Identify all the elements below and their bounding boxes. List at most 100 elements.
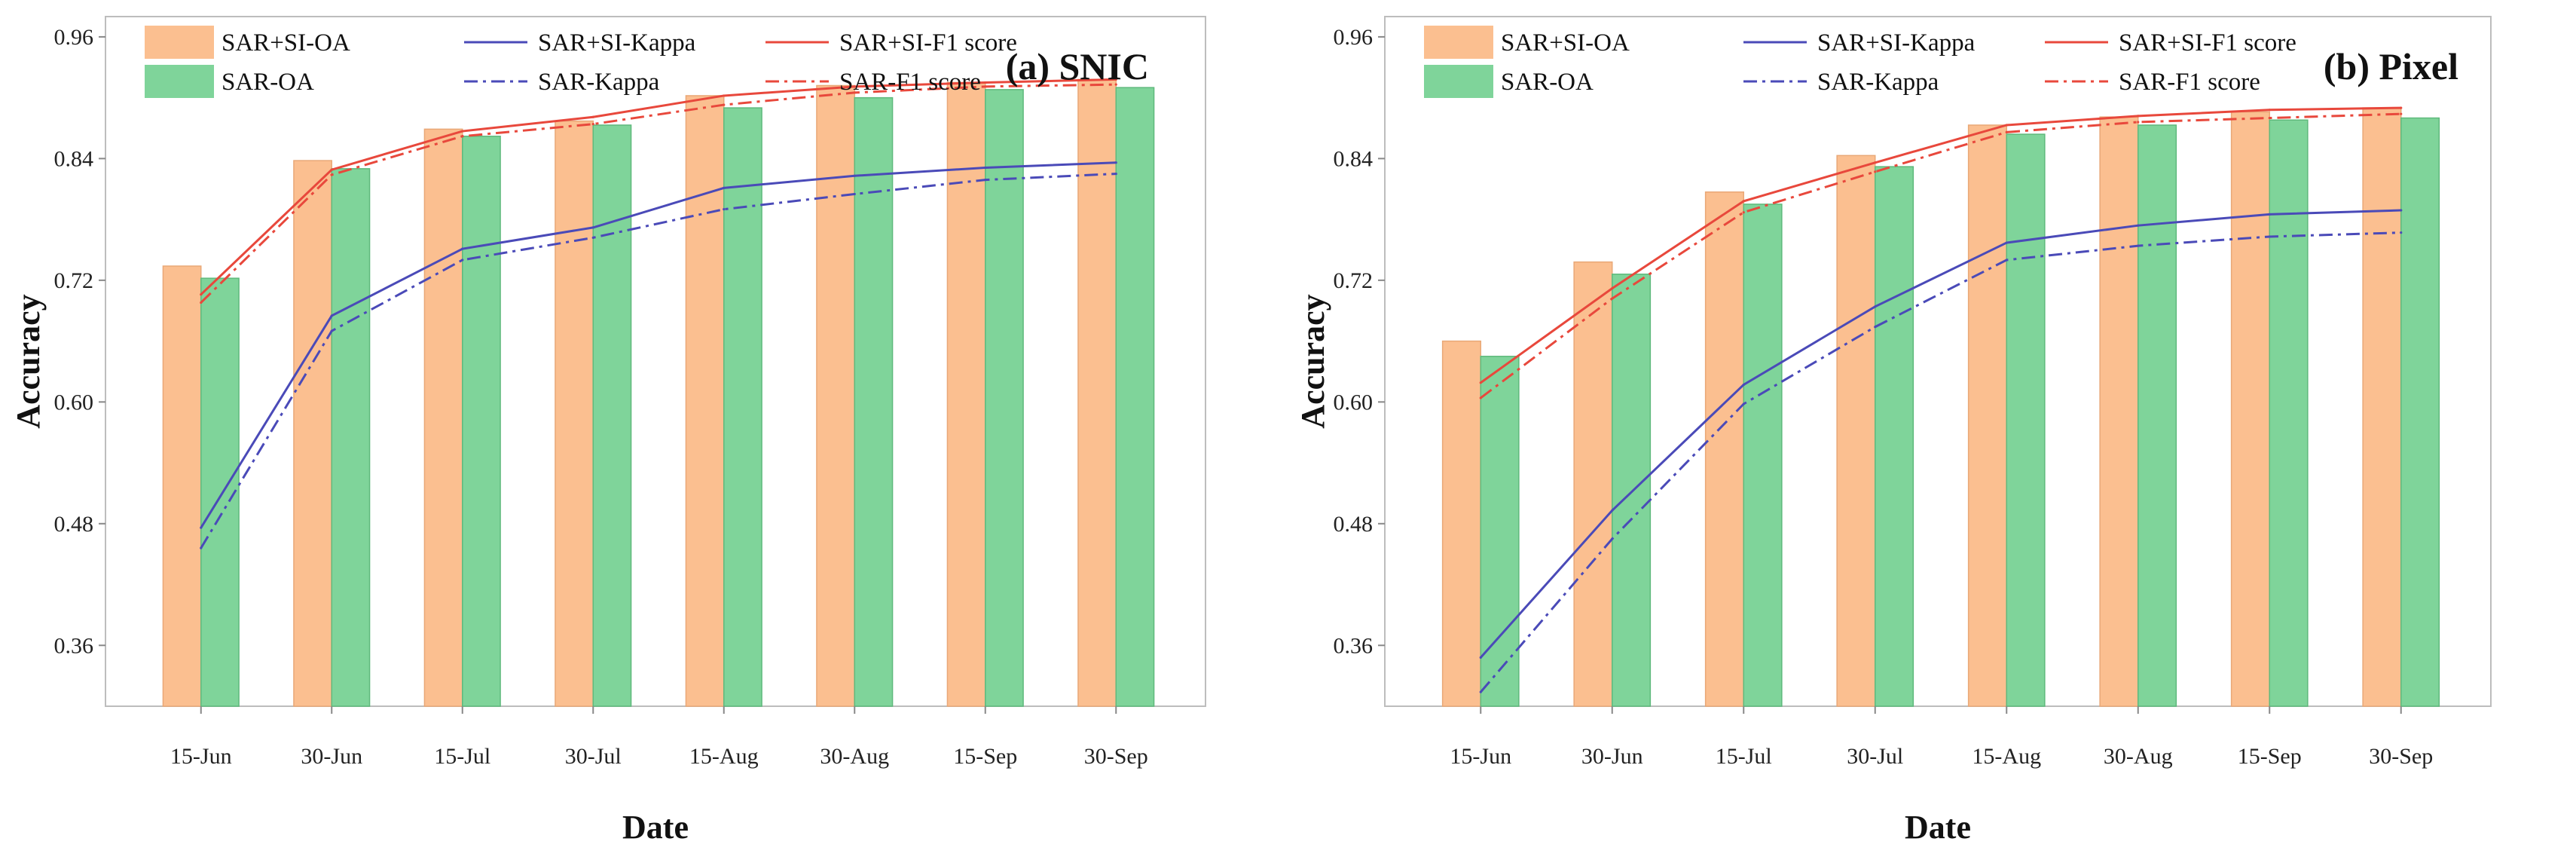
line-sar-si-kappa [200, 161, 1117, 528]
point-sar-kappa-15-jul [1742, 402, 1745, 405]
chart-panel-snic: 0.36 0.48 0.60 0.72 0.84 0.96 15-Jun 30-Jun 15-J… [0, 0, 1288, 859]
bar-sar-si-oa-15-aug [685, 95, 725, 707]
point-sar-f1-score-15-aug [723, 103, 726, 106]
x-tick-label: 30-Aug [820, 744, 889, 769]
point-sar-f1-score-30-jul [1874, 170, 1877, 173]
point-sar-si-f1-score-30-jul [1874, 161, 1877, 164]
line-sar-f1-score [1480, 112, 2401, 399]
x-tick-label: 15-Jul [1716, 744, 1772, 769]
bar-sar-si-oa-15-sep [2230, 111, 2271, 707]
point-sar-kappa-15-aug [2005, 259, 2008, 262]
y-axis-title: Accuracy [10, 294, 47, 428]
y-tick-label: 0.72 [1334, 268, 1374, 293]
x-tick-label: 30-Jun [301, 744, 362, 769]
x-tick-label: 30-Sep [2369, 744, 2433, 769]
point-sar-kappa-30-jun [1611, 537, 1614, 540]
point-sar-kappa-30-sep [2400, 231, 2403, 234]
bar-sar-oa-30-aug [2137, 124, 2177, 707]
bar-sar-oa-15-sep [985, 89, 1024, 707]
bar-sar-si-oa-15-jul [423, 128, 463, 707]
point-sar-f1-score-30-aug [853, 91, 856, 94]
point-sar-f1-score-30-sep [2400, 112, 2403, 115]
y-tick-label: 0.72 [54, 268, 94, 293]
legend-label-sar-f1-score: SAR-F1 score [839, 69, 981, 96]
panel-title: (a) SNIC [1006, 45, 1149, 87]
x-tick-label: 15-Jul [434, 744, 490, 769]
point-sar-si-f1-score-15-jun [200, 293, 203, 296]
bar-sar-oa-15-jun [1480, 356, 1520, 707]
x-tick-label: 15-Sep [2238, 744, 2302, 769]
legend-label-sar-oa: SAR-OA [1501, 69, 1594, 96]
bar-sar-oa-30-aug [854, 96, 894, 707]
bar-sar-oa-30-sep [1115, 87, 1155, 707]
bar-sar-si-oa-30-jun [1573, 261, 1613, 707]
point-sar-kappa-15-jun [200, 546, 203, 549]
point-sar-kappa-15-sep [984, 179, 987, 182]
point-sar-si-kappa-30-sep [1114, 161, 1117, 164]
point-sar-si-f1-score-30-jun [1611, 287, 1614, 290]
bar-sar-oa-30-jul [1875, 166, 1914, 707]
legend-label-sar-si-kappa: SAR+SI-Kappa [1817, 29, 1976, 57]
bar-sar-si-oa-15-jun [162, 265, 202, 707]
chart-pixel-svg: 0.36 0.48 0.60 0.72 0.84 0.96 15-Jun 30-Jun 15-J… [1294, 16, 2492, 846]
bar-sar-oa-15-jul [1743, 204, 1783, 707]
point-sar-si-f1-score-15-sep [2268, 109, 2271, 112]
legend-label-sar-si-kappa: SAR+SI-Kappa [538, 29, 696, 57]
point-sar-si-f1-score-30-sep [1114, 78, 1117, 81]
point-sar-f1-score-30-jul [591, 123, 594, 126]
point-sar-si-kappa-15-aug [2005, 241, 2008, 244]
x-axis-title: Date [622, 809, 689, 846]
chart-snic-svg: 0.36 0.48 0.60 0.72 0.84 0.96 15-Jun 30-Jun 15-J… [10, 16, 1206, 846]
point-sar-si-f1-score-15-jul [461, 130, 464, 133]
x-tick-label: 30-Jun [1581, 744, 1643, 769]
point-sar-si-f1-score-30-sep [2400, 106, 2403, 109]
point-sar-f1-score-30-aug [2137, 121, 2140, 124]
y-tick-label: 0.96 [54, 25, 94, 50]
legend-label-sar-si-oa: SAR+SI-OA [222, 29, 350, 57]
legend-swatch-sar-oa [145, 65, 214, 98]
bar-sar-si-oa-30-aug [2099, 116, 2139, 707]
y-tick-label: 0.48 [1334, 512, 1374, 537]
point-sar-kappa-30-jun [330, 329, 333, 332]
point-sar-kappa-15-aug [723, 208, 726, 211]
point-sar-si-kappa-15-sep [984, 166, 987, 170]
point-sar-kappa-30-jul [591, 236, 594, 239]
point-sar-si-f1-score-15-sep [984, 81, 987, 84]
y-tick-label: 0.36 [54, 633, 94, 658]
bar-sar-oa-30-sep [2400, 117, 2440, 707]
bar-sar-si-oa-15-jun [1441, 340, 1482, 707]
point-sar-f1-score-15-jul [461, 135, 464, 138]
legend-swatch-sar-si-oa [145, 26, 214, 59]
bar-sar-oa-15-jul [462, 136, 501, 707]
bar-sar-oa-15-aug [2006, 133, 2046, 707]
x-tick-label: 15-Sep [953, 744, 1017, 769]
bar-sar-oa-15-jun [200, 277, 240, 707]
point-sar-kappa-30-aug [853, 192, 856, 196]
x-tick-label: 30-Sep [1084, 744, 1148, 769]
point-sar-si-kappa-15-jun [200, 526, 203, 529]
point-sar-kappa-15-jul [461, 259, 464, 262]
legend-label-sar-f1-score: SAR-F1 score [2119, 69, 2260, 96]
point-sar-f1-score-15-aug [2005, 130, 2008, 133]
y-tick-label: 0.48 [54, 512, 94, 537]
bar-sar-si-oa-30-jul [555, 120, 594, 707]
chart-panel-pixel: 0.36 0.48 0.60 0.72 0.84 0.96 15-Jun 30-Jun 15-J… [1288, 0, 2576, 859]
plot-frame [105, 16, 1206, 707]
x-axis-title: Date [1905, 809, 1971, 846]
y-tick-label: 0.96 [1334, 25, 1374, 50]
point-sar-si-f1-score-15-jun [1479, 381, 1482, 384]
x-tick-label: 15-Aug [1972, 744, 2041, 769]
panel-title: (b) Pixel [2324, 45, 2458, 87]
bar-sar-oa-30-jul [592, 124, 632, 707]
y-tick-label: 0.60 [1334, 390, 1374, 415]
legend-label-sar-si-f1-score: SAR+SI-F1 score [839, 29, 1017, 57]
legend-swatch-sar-oa [1424, 65, 1493, 98]
legend-label-sar-oa: SAR-OA [222, 69, 314, 96]
bar-sar-oa-30-jun [331, 168, 371, 707]
point-sar-f1-score-15-jun [1479, 396, 1482, 399]
point-sar-f1-score-15-sep [984, 85, 987, 88]
legend-label-sar-kappa: SAR-Kappa [1817, 69, 1939, 96]
x-tick-label: 15-Jun [170, 744, 232, 769]
point-sar-si-f1-score-15-jul [1742, 200, 1745, 203]
bar-sar-oa-30-jun [1612, 274, 1652, 707]
